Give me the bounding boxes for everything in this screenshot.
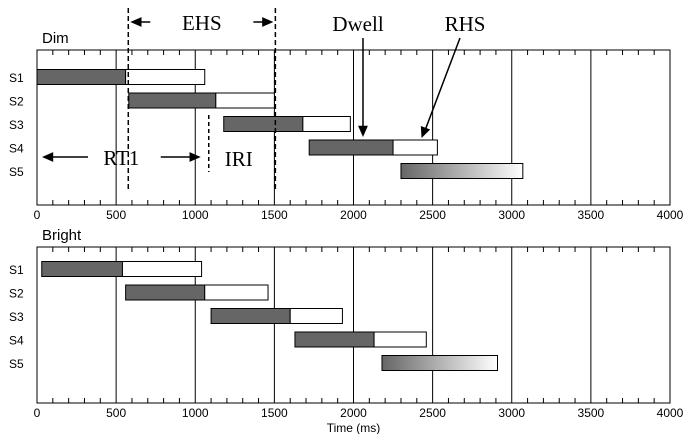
iri-label: IRI — [225, 147, 253, 171]
x-tick-label: 2500 — [419, 406, 446, 420]
dwell-bar — [294, 331, 375, 348]
rhs-bar — [392, 139, 438, 156]
rhs-label: RHS — [445, 12, 486, 36]
row-label: S3 — [9, 118, 24, 132]
x-tick-label: 0 — [34, 406, 41, 420]
x-tick-label: 3000 — [498, 208, 525, 222]
dwell-bar — [308, 139, 394, 156]
panel-label: Bright — [42, 227, 82, 244]
row-label: S4 — [9, 334, 24, 348]
gradient-bar — [381, 355, 499, 371]
dwell-bar — [210, 308, 291, 324]
x-tick-label: 500 — [106, 208, 126, 222]
ehs-right-arrowhead — [262, 17, 274, 27]
x-tick-label: 4000 — [657, 406, 684, 420]
rhs-bar — [302, 116, 351, 132]
x-tick-label: 3500 — [578, 208, 605, 222]
dwell-bar — [128, 92, 217, 109]
dwell-bar — [125, 284, 206, 301]
annotations: EHS IRI RT1 Dwell RHS — [42, 8, 485, 190]
row-label: S1 — [9, 263, 24, 277]
x-tick-label: 2500 — [419, 208, 446, 222]
x-tick-label: 3500 — [578, 406, 605, 420]
ehs-left-arrowhead — [130, 17, 142, 27]
row-label: S5 — [9, 357, 24, 371]
rhs-arrow-shaft — [424, 37, 461, 130]
x-tick-label: 500 — [106, 406, 126, 420]
rt1-label: RT1 — [103, 146, 139, 170]
rhs-bar — [125, 69, 206, 85]
row-label: S4 — [9, 142, 24, 156]
rhs-bar — [289, 308, 343, 324]
rt1-left-arrowhead — [42, 152, 54, 162]
bright-panel: 0 500 1000 1500 2000 2500 3000 3500 4000 Bright Ti… — [9, 227, 684, 434]
dim-panel: 0 500 1000 1500 2000 2500 3000 3500 4000 Dim S1 S2 S… — [9, 30, 684, 222]
dwell-bar — [41, 261, 123, 277]
rhs-arrowhead — [420, 125, 431, 138]
ehs-label: EHS — [182, 11, 222, 35]
row-label: S1 — [9, 71, 24, 85]
rhs-bar — [204, 284, 269, 301]
dwell-bar — [223, 116, 304, 132]
rhs-bar — [373, 331, 427, 348]
row-label: S2 — [9, 287, 24, 301]
dwell-label: Dwell — [332, 12, 383, 36]
x-tick-label: 4000 — [657, 208, 684, 222]
gradient-bar — [400, 163, 524, 179]
dwell-bar — [36, 69, 127, 85]
row-label: S3 — [9, 310, 24, 324]
rt1-right-arrowhead — [189, 152, 201, 162]
row-label: S5 — [9, 165, 24, 179]
x-tick-label: 1500 — [261, 406, 288, 420]
x-tick-label: 1000 — [182, 406, 209, 420]
panel-label: Dim — [42, 30, 69, 47]
x-tick-label: 3000 — [498, 406, 525, 420]
x-tick-label: 0 — [34, 208, 41, 222]
x-tick-label: 1000 — [182, 208, 209, 222]
rhs-bar — [121, 261, 203, 277]
dwell-arrowhead — [358, 125, 368, 137]
row-label: S2 — [9, 95, 24, 109]
x-tick-label: 1500 — [261, 208, 288, 222]
x-tick-label: 2000 — [340, 406, 367, 420]
x-axis-label: Time (ms) — [327, 421, 381, 434]
x-tick-label: 2000 — [340, 208, 367, 222]
rhs-bar — [215, 92, 275, 109]
